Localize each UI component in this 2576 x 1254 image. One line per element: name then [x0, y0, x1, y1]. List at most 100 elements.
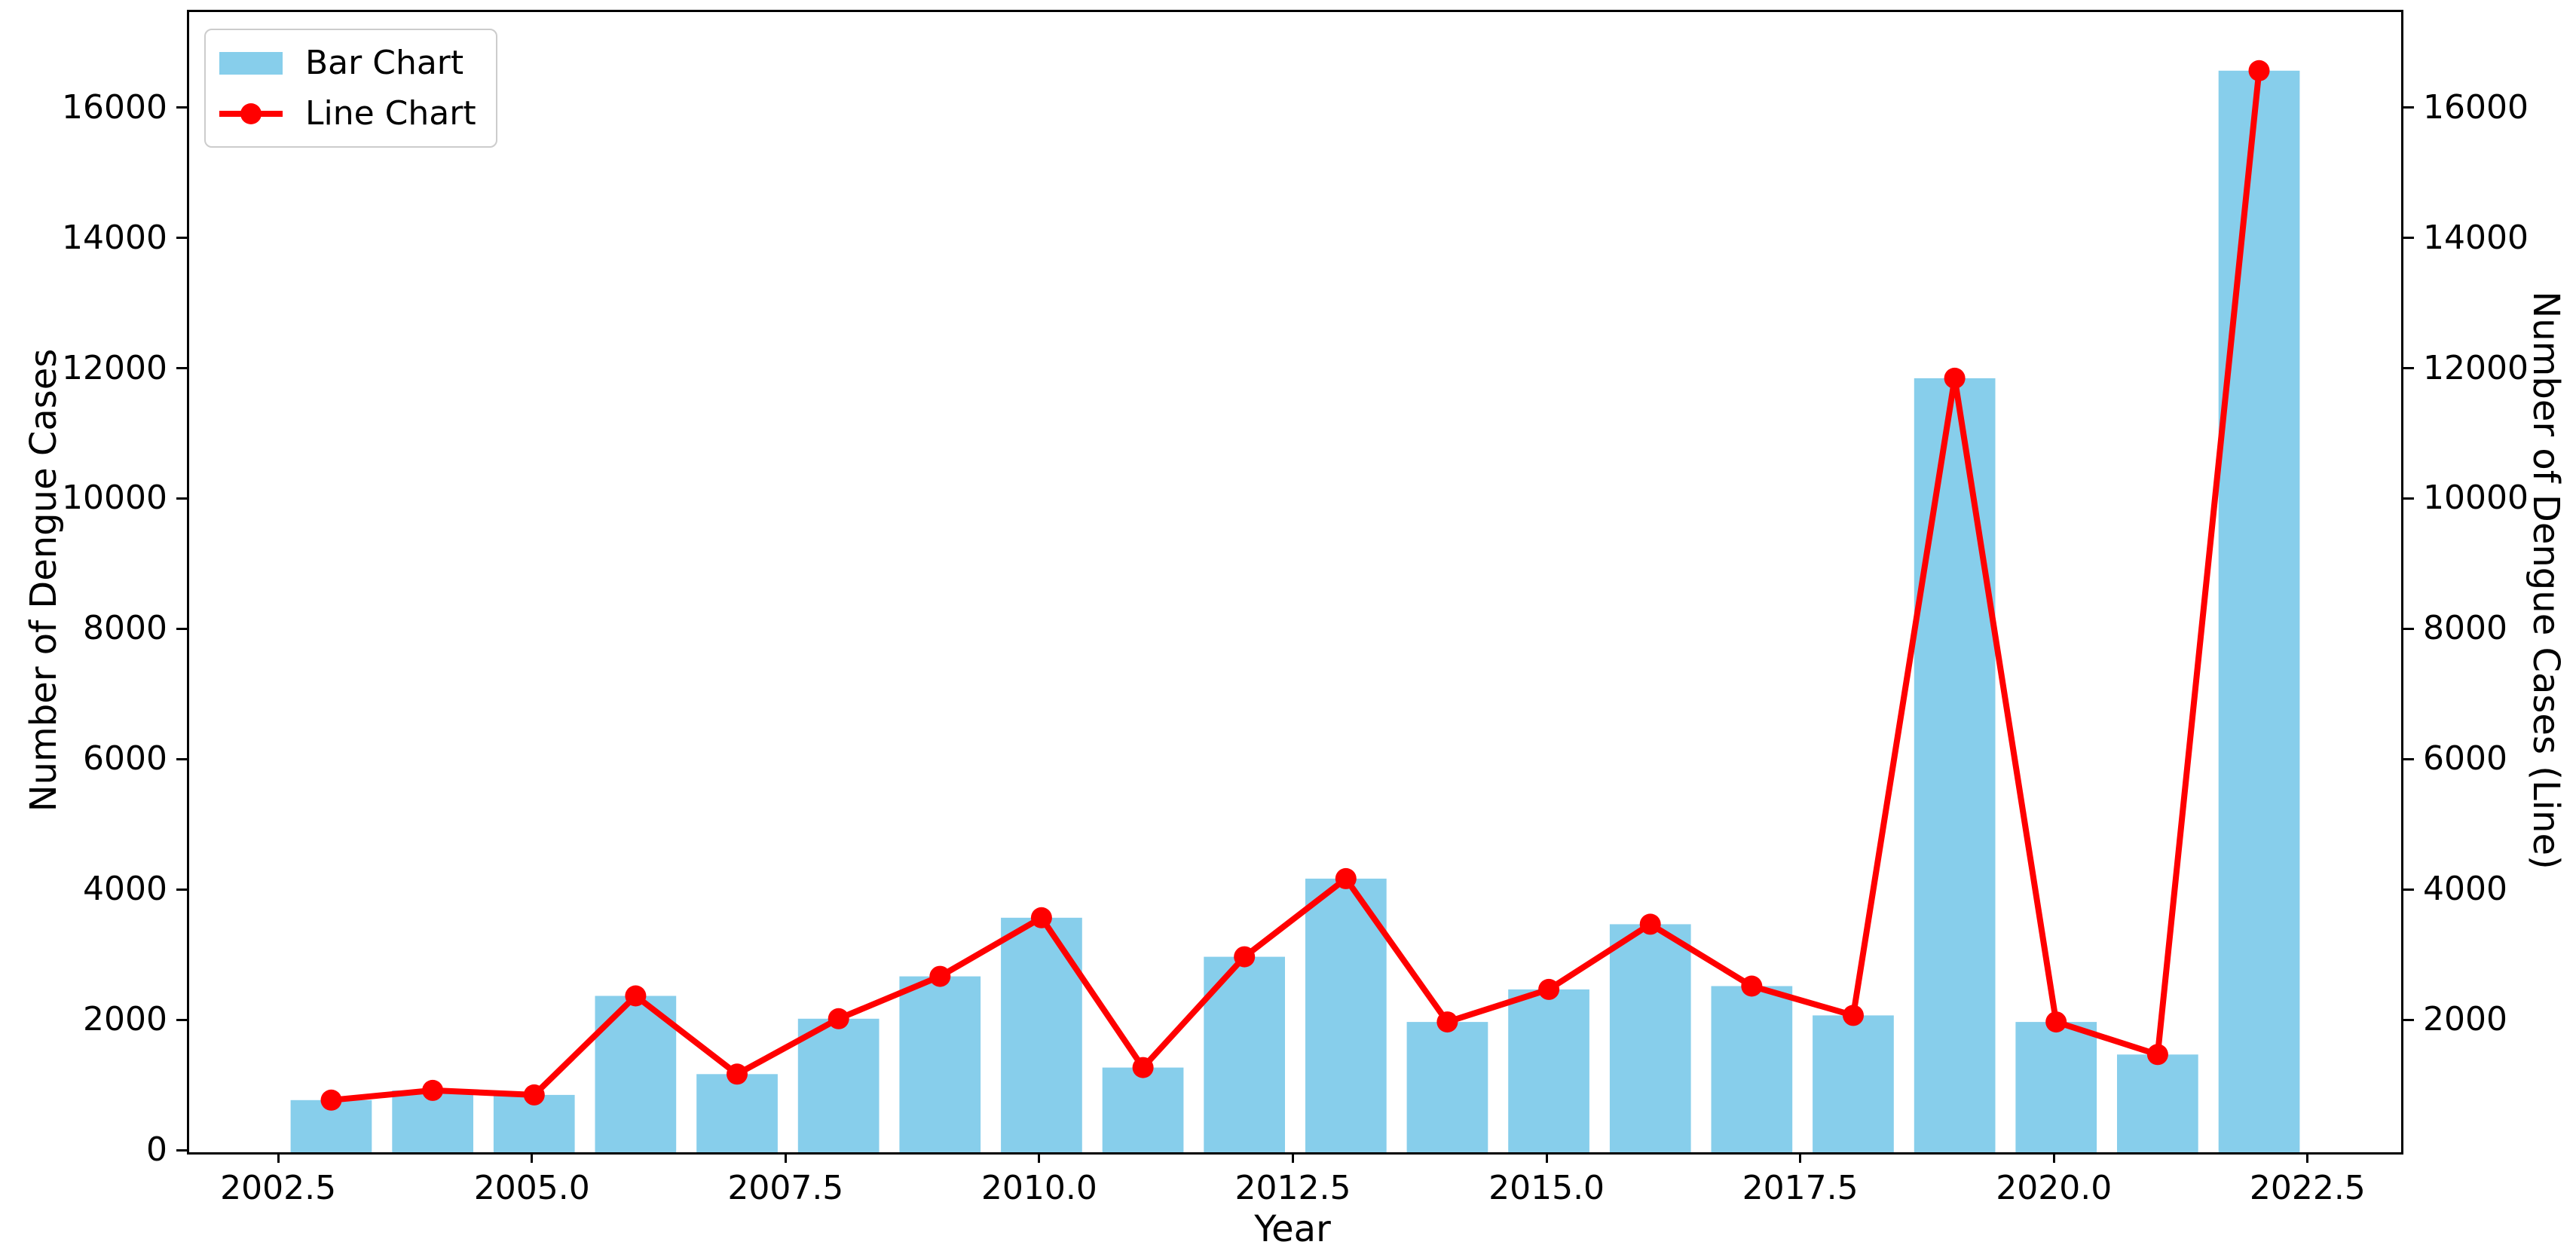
bar-2007 — [696, 1074, 778, 1152]
line-marker-2016 — [1639, 913, 1661, 935]
line-marker-2017 — [1741, 975, 1763, 997]
chart-canvas — [290, 60, 2300, 1152]
y-tick-label-left: 4000 — [83, 869, 167, 908]
y-tick-label-left: 10000 — [62, 479, 167, 518]
y-tick-mark-left — [176, 367, 187, 369]
legend-label-line: Line Chart — [305, 94, 476, 133]
y-tick-label-left: 14000 — [62, 218, 167, 257]
line-marker-2007 — [727, 1063, 748, 1085]
legend-entry-bar: Bar Chart — [219, 44, 476, 82]
line-marker-2022 — [2248, 60, 2270, 81]
x-tick-mark — [784, 1152, 787, 1163]
y-tick-mark-left — [176, 237, 187, 240]
legend: Bar Chart Line Chart — [204, 29, 497, 148]
y-tick-mark-left — [176, 497, 187, 500]
y-tick-mark-left — [176, 1148, 187, 1152]
x-tick-mark — [1038, 1152, 1041, 1163]
line-marker-2005 — [523, 1084, 545, 1106]
x-tick-mark — [1292, 1152, 1294, 1163]
line-marker-2018 — [1843, 1005, 1864, 1026]
y-tick-mark-left — [176, 106, 187, 109]
bar-2016 — [1609, 924, 1691, 1152]
line-marker-2014 — [1436, 1011, 1458, 1033]
y-tick-mark-right — [2403, 1018, 2414, 1021]
y-tick-label-right: 16000 — [2423, 87, 2529, 127]
y-tick-label-right: 10000 — [2423, 479, 2529, 518]
y-tick-mark-right — [2403, 106, 2414, 109]
line-marker-2013 — [1335, 867, 1357, 889]
bar-2022 — [2218, 70, 2300, 1152]
y-tick-mark-left — [176, 757, 187, 760]
bar-2021 — [2117, 1054, 2198, 1152]
x-tick-label: 2005.0 — [473, 1169, 590, 1207]
x-tick-mark — [1799, 1152, 1802, 1163]
bar-2017 — [1711, 986, 1793, 1152]
y-tick-mark-left — [176, 1018, 187, 1021]
line-marker-2003 — [320, 1089, 342, 1111]
bar-2013 — [1305, 878, 1387, 1152]
y-tick-label-right: 4000 — [2423, 869, 2507, 908]
x-tick-label: 2002.5 — [220, 1169, 337, 1207]
y-tick-mark-right — [2403, 237, 2414, 240]
y-tick-mark-left — [176, 627, 187, 630]
line-marker-2020 — [2045, 1011, 2067, 1033]
y-tick-label-left: 16000 — [62, 87, 167, 127]
y-tick-mark-right — [2403, 497, 2414, 500]
y-tick-mark-right — [2403, 888, 2414, 891]
y-tick-label-left: 0 — [146, 1130, 167, 1169]
x-tick-mark — [531, 1152, 534, 1163]
y-tick-label-right: 6000 — [2423, 739, 2507, 778]
line-marker-2009 — [929, 965, 951, 987]
bar-2008 — [797, 1018, 880, 1152]
y-tick-mark-left — [176, 888, 187, 891]
legend-bar-swatch-wrap — [219, 51, 283, 75]
bar-swatch-icon — [219, 51, 283, 75]
line-marker-2012 — [1234, 946, 1256, 968]
y-tick-label-right: 14000 — [2423, 218, 2529, 257]
line-marker-2006 — [625, 985, 647, 1007]
y-tick-label-left: 8000 — [83, 609, 167, 648]
x-tick-label: 2010.0 — [981, 1169, 1097, 1207]
x-tick-label: 2015.0 — [1488, 1169, 1605, 1207]
plot-area: Bar Chart Line Chart — [187, 10, 2403, 1155]
bar-2009 — [899, 976, 981, 1152]
bar-2011 — [1102, 1067, 1184, 1152]
x-tick-label: 2020.0 — [1996, 1169, 2113, 1207]
x-tick-mark — [1545, 1152, 1548, 1163]
line-series-path — [328, 67, 2262, 1103]
x-tick-mark — [277, 1152, 280, 1163]
y-tick-label-right: 12000 — [2423, 348, 2529, 387]
legend-entry-line: Line Chart — [219, 94, 476, 133]
line-marker-2004 — [422, 1079, 444, 1101]
y-axis-label-left: Number of Dengue Cases — [23, 348, 65, 812]
line-marker-2011 — [1132, 1057, 1154, 1078]
y-tick-label-right: 8000 — [2423, 609, 2507, 648]
x-axis-label: Year — [1254, 1208, 1331, 1250]
legend-line-sample-wrap — [219, 102, 283, 125]
bar-2015 — [1508, 989, 1589, 1152]
y-tick-label-left: 12000 — [62, 348, 167, 387]
line-marker-2015 — [1538, 978, 1560, 1000]
line-marker-2021 — [2146, 1044, 2168, 1066]
bar-2014 — [1406, 1022, 1488, 1152]
legend-label-bar: Bar Chart — [305, 44, 464, 82]
x-tick-label: 2012.5 — [1234, 1169, 1351, 1207]
x-tick-label: 2017.5 — [1742, 1169, 1859, 1207]
x-tick-label: 2022.5 — [2249, 1169, 2366, 1207]
y-axis-label-right: Number of Dengue Cases (Line) — [2525, 291, 2567, 870]
y-tick-label-right: 2000 — [2423, 999, 2507, 1038]
y-tick-label-left: 6000 — [83, 739, 167, 778]
x-tick-label: 2007.5 — [727, 1169, 844, 1207]
line-marker-icon — [240, 102, 262, 124]
x-tick-mark — [2306, 1152, 2309, 1163]
bar-2018 — [1813, 1015, 1894, 1152]
bar-2019 — [1914, 378, 1996, 1152]
y-tick-mark-right — [2403, 367, 2414, 369]
y-tick-mark-right — [2403, 627, 2414, 630]
bar-2020 — [2015, 1022, 2097, 1152]
line-marker-2010 — [1030, 907, 1052, 928]
y-tick-mark-right — [2403, 757, 2414, 760]
line-marker-2019 — [1944, 367, 1966, 389]
bar-2010 — [1001, 917, 1082, 1152]
